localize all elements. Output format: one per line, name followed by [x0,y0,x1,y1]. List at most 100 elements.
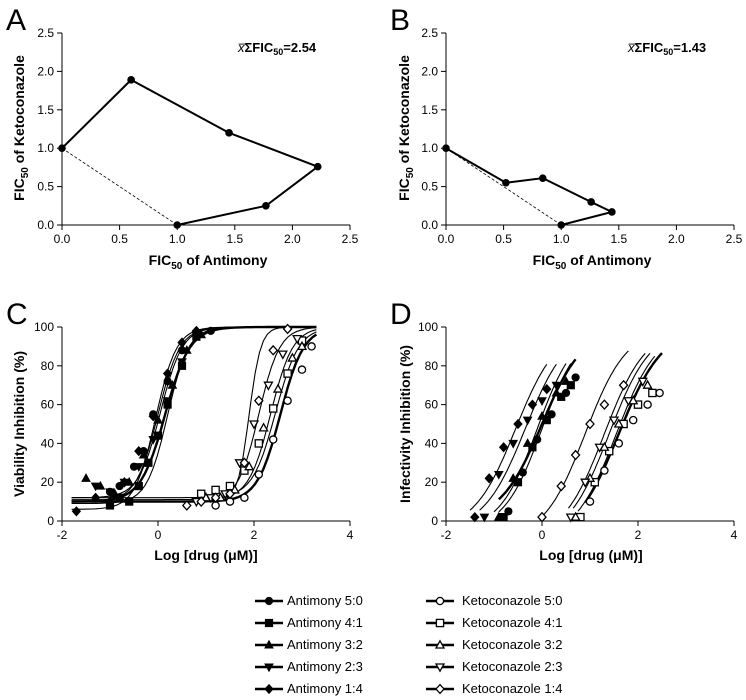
data-point [614,439,624,448]
legend-marker [434,639,446,649]
data-point [181,500,192,511]
legend-marker [264,596,274,606]
data-point [134,446,144,457]
data-point [268,435,278,444]
data-point [272,383,284,393]
fit-curve [541,350,629,517]
x-tick-label: 0 [155,528,162,542]
data-point [138,449,149,459]
isobologram-point [127,76,135,84]
data-point [600,466,609,475]
data-point [177,358,187,368]
data-point [148,411,158,422]
data-point [655,388,664,398]
panel-label-d: D [390,298,412,331]
x-tick-label: 2 [251,528,258,542]
data-point [580,478,591,488]
data-point [297,365,307,374]
data-point [570,449,581,461]
data-point [648,388,657,398]
data-point [162,368,173,379]
data-point [153,414,163,424]
data-point [268,404,278,413]
y-tick-label: 0 [47,514,54,528]
y-tick-label: 60 [425,398,439,412]
legend-item-antimony-3-2: Antimony 3:2 [255,637,363,652]
legend-item-ketoconazole-3-2: Ketoconazole 3:2 [426,637,562,652]
y-tick-label: 2.0 [37,64,54,78]
isobologram-line [445,147,615,226]
x-tick-label: -2 [57,528,68,542]
x-tick-label: 2.5 [342,232,359,246]
data-point [618,379,629,391]
legend-item-antimony-2-3: Antimony 2:3 [255,659,363,674]
data-point [623,397,634,407]
isobologram-point [225,129,233,137]
y-tick-label: 0 [431,514,438,528]
data-point [133,463,144,472]
panel-a-y-label: FIC50 of Ketoconazole [11,55,31,201]
data-point [565,513,576,523]
x-tick-label: 0.0 [438,232,455,246]
data-point [283,396,292,405]
y-tick-label: 0.5 [37,180,54,194]
y-tick-label: 100 [34,320,54,334]
y-tick-label: 0.0 [37,218,54,232]
legend-item-antimony-4-1: Antimony 4:1 [255,615,363,630]
data-point [162,397,173,406]
x-tick-label: 2.0 [284,232,301,246]
data-point [105,496,115,507]
data-point [191,325,202,337]
data-point [148,436,159,445]
data-point [513,478,523,487]
legend-marker [264,683,274,695]
data-point [508,473,519,482]
legend-item-antimony-1-4: Antimony 1:4 [255,681,363,696]
x-tick-label: 1.0 [169,232,186,246]
data-point [604,446,614,456]
data-point [599,399,610,410]
legend-item-ketoconazole-4-1: Ketoconazole 4:1 [426,615,562,630]
y-tick-label: 40 [41,436,55,450]
isobologram-point [538,174,547,182]
data-point [590,477,600,487]
data-point [296,340,308,351]
data-point [637,377,648,387]
data-point [479,513,490,523]
data-point [210,492,221,504]
x-tick-label: 0.0 [54,232,71,246]
data-point [244,461,255,471]
panel-label-a: A [6,4,26,37]
legend-item-ketoconazole-2-3: Ketoconazole 2:3 [426,659,562,674]
data-point [527,399,538,410]
data-point [287,352,298,362]
y-tick-label: 60 [41,398,55,412]
y-tick-label: 2.5 [421,26,438,40]
legend-marker [434,663,446,673]
data-point [537,397,547,406]
panel-d-x-label: Log [drug (μM)] [539,547,642,563]
fit-curve [567,353,646,509]
data-point [643,400,652,409]
data-point [518,468,527,477]
panel-a-x-label: FIC50 of Antimony [149,252,268,272]
panel-b-isobologram: 0.0 0.5 1.0 1.5 2.0 2.5 0.0 0.5 1.0 1.5 2.0 2.5 [421,26,742,246]
y-tick-label: 80 [425,359,439,373]
fit-curve [71,333,318,503]
isobologram-point [58,144,66,152]
data-point [566,381,575,390]
data-point [81,473,91,482]
data-point [263,381,274,391]
data-point [277,350,288,360]
legend-label: Ketoconazole 1:4 [462,681,562,696]
data-point [484,473,494,484]
y-tick-label: 1.5 [421,103,438,117]
legend-item-ketoconazole-1-4: Ketoconazole 1:4 [426,681,562,696]
additivity-line [445,147,562,226]
data-point [542,416,551,425]
data-point [585,497,595,506]
data-point [144,458,153,467]
data-point [551,381,562,391]
